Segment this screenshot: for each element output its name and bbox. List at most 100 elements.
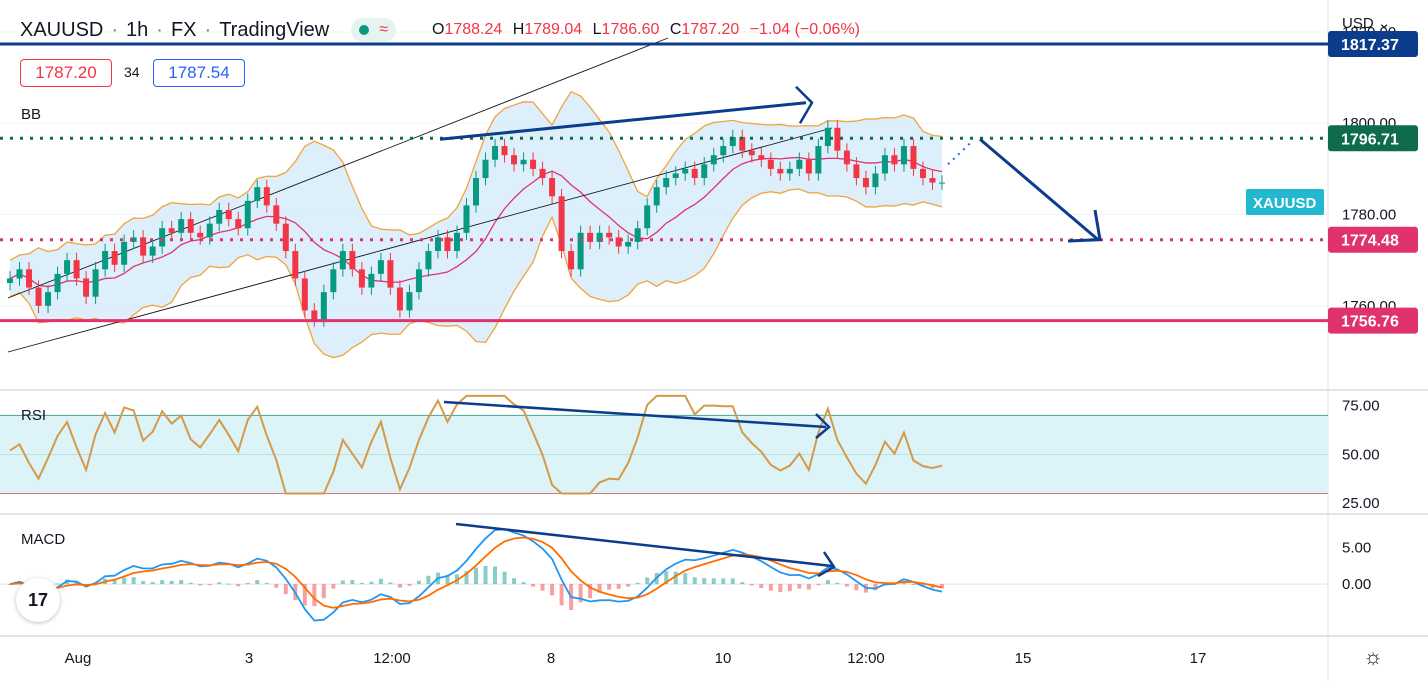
macd-histogram-bar <box>407 584 412 586</box>
macd-histogram-bar <box>635 582 640 585</box>
candle-body <box>910 146 917 169</box>
currency-selector[interactable]: USD ⌄ <box>1342 15 1391 32</box>
tradingview-logo-icon[interactable]: 17 <box>16 578 60 622</box>
time-tick-label: 15 <box>1015 650 1032 667</box>
candle-body <box>919 168 926 179</box>
candle-body <box>140 237 147 256</box>
macd-histogram-bar <box>369 581 374 585</box>
candle-body <box>796 159 803 169</box>
candle-body <box>434 237 441 252</box>
candle-body <box>54 273 61 293</box>
candle-body <box>102 251 109 270</box>
spread-value: 34 <box>124 64 140 80</box>
macd-histogram-bar <box>787 584 792 592</box>
candle-body <box>663 178 670 188</box>
macd-histogram-bar <box>226 583 231 585</box>
rsi-tick-label: 25.00 <box>1342 495 1380 512</box>
macd-histogram-bar <box>597 584 602 593</box>
price-tag-label: 1817.37 <box>1341 37 1399 54</box>
macd-histogram-bar <box>768 584 773 591</box>
candle-body <box>282 223 289 252</box>
bollinger-lower-line <box>9 188 943 359</box>
macd-tick-label: 0.00 <box>1342 576 1371 593</box>
candle-body <box>634 228 641 242</box>
macd-histogram-bar <box>217 582 222 585</box>
candle-body <box>748 150 755 156</box>
rsi-tick-label: 50.00 <box>1342 446 1380 463</box>
candle-body <box>425 251 432 270</box>
macd-histogram-bar <box>245 582 250 585</box>
macd-histogram-bar <box>359 582 364 585</box>
symbol-tag <box>1246 189 1324 215</box>
chart-header: XAUUSD · 1h · FX · TradingView ≈ O1788.24 H… <box>20 18 860 42</box>
ohlc-values: O1788.24 H1789.04 L1786.60 C1787.20 −1.0… <box>432 21 860 38</box>
candle-body <box>834 127 841 151</box>
macd-histogram-bar <box>160 580 165 585</box>
macd-histogram-bar <box>416 580 421 585</box>
macd-histogram-bar <box>550 584 555 596</box>
macd-label[interactable]: MACD <box>21 531 66 548</box>
close-value: 1787.20 <box>681 21 740 38</box>
candle-body <box>520 159 527 165</box>
candle-body <box>187 219 194 233</box>
macd-histogram-bar <box>797 584 802 589</box>
candle-body <box>615 237 622 247</box>
market-status-chip[interactable]: ≈ <box>351 18 397 42</box>
bollinger-upper-line <box>9 90 943 261</box>
macd-histogram-bar <box>749 584 754 586</box>
candle-body <box>786 168 793 174</box>
wave-icon: ≈ <box>379 21 389 38</box>
candle-body <box>149 246 156 256</box>
candle-body <box>539 168 546 179</box>
candle-body <box>206 223 213 238</box>
candle-body <box>368 273 375 288</box>
candle-body <box>64 260 71 274</box>
candle-body <box>691 168 698 179</box>
candle-body <box>739 136 746 151</box>
candle-body <box>225 209 232 220</box>
divergence-arrowhead-price <box>795 85 814 124</box>
macd-histogram-bar <box>236 584 241 587</box>
macd-histogram-bar <box>112 580 117 585</box>
candle-body <box>45 292 52 306</box>
candle-body <box>320 292 327 320</box>
candle-body <box>682 168 689 174</box>
candle-body <box>644 205 651 229</box>
macd-histogram-bar <box>673 571 678 585</box>
macd-histogram-bar <box>388 582 393 585</box>
macd-histogram-bar <box>198 584 203 586</box>
macd-histogram-bar <box>179 580 184 585</box>
interval-label[interactable]: 1h <box>126 18 149 41</box>
sell-price-box[interactable]: 1787.20 <box>20 59 112 87</box>
rsi-label[interactable]: RSI <box>21 407 47 424</box>
macd-histogram-bar <box>711 578 716 585</box>
symbol-name[interactable]: XAUUSD <box>20 18 104 41</box>
down-projection-arrow <box>979 138 1099 241</box>
candle-body <box>121 241 128 265</box>
candle-body <box>216 209 223 224</box>
candle-body <box>843 150 850 165</box>
settings-gear-icon[interactable]: ☼ <box>1363 644 1384 669</box>
candle-body <box>301 278 308 311</box>
source-label: TradingView <box>219 18 330 41</box>
divergence-arrow-macd <box>455 522 833 568</box>
candle-body <box>473 178 479 206</box>
candle-body <box>92 269 99 297</box>
price-tag-label: 1774.48 <box>1341 233 1399 250</box>
candle-body <box>168 228 175 233</box>
bb-label[interactable]: BB <box>21 106 42 123</box>
macd-histogram-bar <box>578 584 583 603</box>
price-tag-label: 1796.71 <box>1341 131 1399 148</box>
candle-body <box>710 155 717 165</box>
macd-histogram-bar <box>445 574 450 585</box>
candle-body <box>929 178 936 183</box>
candle-body <box>720 146 727 156</box>
macd-histogram-bar <box>207 584 212 586</box>
macd-histogram-bar <box>55 583 60 585</box>
high-value: 1789.04 <box>524 21 583 38</box>
buy-price-box[interactable]: 1787.54 <box>153 59 245 87</box>
macd-histogram-bar <box>122 577 127 585</box>
candle-body <box>26 269 33 288</box>
macd-histogram-bar <box>844 584 849 587</box>
